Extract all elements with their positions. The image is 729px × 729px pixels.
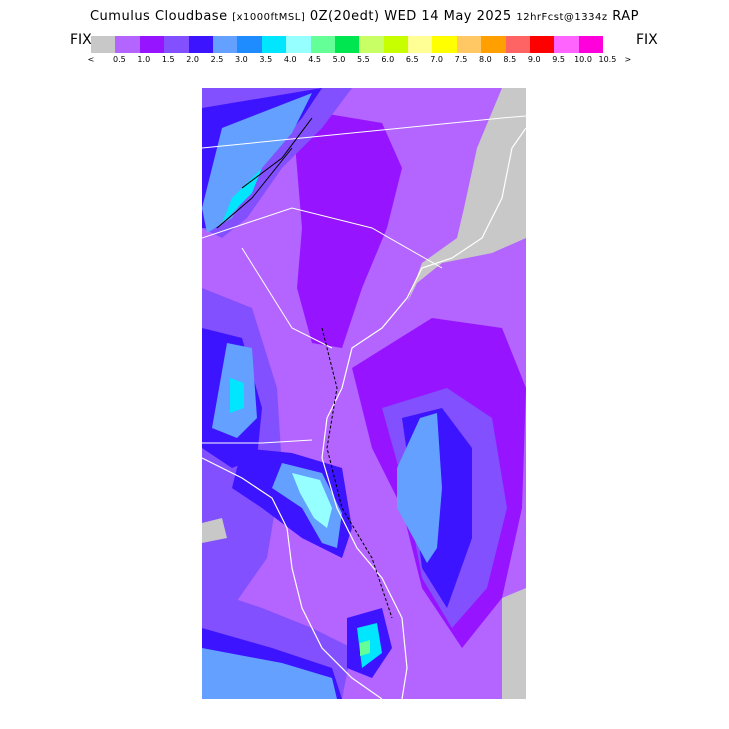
color-swatch-16 xyxy=(481,36,506,53)
tick-label: 0.5 xyxy=(113,55,126,64)
color-swatch-8 xyxy=(286,36,311,53)
tick-label: 4.0 xyxy=(283,55,297,64)
color-swatch-15 xyxy=(456,36,482,53)
tick-label: 10.0 xyxy=(574,55,592,64)
tick-label: 1.5 xyxy=(161,55,175,64)
cyan-core-west xyxy=(230,378,244,413)
color-swatch-4 xyxy=(188,36,213,53)
color-swatch-20 xyxy=(578,36,604,53)
tick-label: 7.0 xyxy=(430,55,443,64)
color-swatch-14 xyxy=(432,36,457,53)
tick-label: 3.0 xyxy=(235,55,248,64)
state-border-sc-ga xyxy=(241,247,333,349)
light-blue-region-south-fl xyxy=(202,648,337,699)
tick-label: 4.5 xyxy=(308,55,321,64)
color-swatch-1 xyxy=(115,36,140,53)
tick-label: 6.5 xyxy=(405,55,419,64)
title-units: [x1000ftMSL] xyxy=(232,12,306,23)
color-swatch-2 xyxy=(139,36,165,53)
purple-region-carolinas xyxy=(292,108,402,348)
coastline-atlantic xyxy=(321,127,526,699)
tick-label: 5.5 xyxy=(357,55,370,64)
gray-patch-east xyxy=(502,588,526,699)
tick-label: 2.5 xyxy=(210,55,224,64)
fix-label-left: FIX xyxy=(70,32,92,48)
title-valid-date: WED 14 May 2025 xyxy=(384,9,512,24)
tick-label: 2.0 xyxy=(186,55,199,64)
tick-label: 10.5 xyxy=(598,55,617,64)
aqua-core-north-fl xyxy=(292,473,332,528)
gray-region-ne xyxy=(407,88,526,303)
color-scale-ticks: <0.5 1.0 1.5 2.0 2.5 3.0 3.5 4.0 4.5 5.0 5.5 6.0 6.5… xyxy=(87,55,641,67)
contour-line-nw-2 xyxy=(216,147,293,229)
contour-line-nw xyxy=(241,117,313,189)
color-swatch-12 xyxy=(383,36,409,53)
color-swatch-9 xyxy=(310,36,335,53)
tick-label: 6.0 xyxy=(381,55,395,64)
tick-label: 3.5 xyxy=(259,55,273,64)
map-canvas xyxy=(202,88,526,699)
state-border-va-nc xyxy=(202,115,526,149)
title-product: Cumulus Cloudbase xyxy=(89,9,228,24)
map-panel xyxy=(202,88,526,699)
state-border-nc-sc xyxy=(202,207,443,269)
tick-label: 8.0 xyxy=(479,55,492,64)
title-forecast: 12hrFcst@1334z xyxy=(516,12,608,23)
tick-gt-marker: > xyxy=(624,55,632,64)
tick-label: 5.0 xyxy=(332,55,346,64)
tick-label: 1.0 xyxy=(137,55,151,64)
title-init: 0Z(20edt) xyxy=(309,9,380,24)
color-swatch-7 xyxy=(261,36,287,53)
color-swatch-10 xyxy=(334,36,360,53)
light-blue-region-nw xyxy=(202,93,312,233)
cyan-streak-nw xyxy=(222,168,262,223)
tick-label: 8.5 xyxy=(503,55,517,64)
color-scale xyxy=(91,36,604,53)
green-core-south-fl xyxy=(360,640,370,656)
chart-title: Cumulus Cloudbase [x1000ftMSL] 0Z(20edt)… xyxy=(0,9,729,24)
color-swatch-17 xyxy=(505,36,531,53)
tick-label: 9.5 xyxy=(552,55,565,64)
tick-label: 7.5 xyxy=(454,55,468,64)
title-model: RAP xyxy=(612,9,639,24)
coastline-gulf xyxy=(202,457,383,699)
color-swatch-0 xyxy=(91,36,116,53)
color-swatch-6 xyxy=(237,36,262,53)
contour-line-coastal xyxy=(321,327,393,619)
tick-lt-marker: < xyxy=(87,55,95,64)
tick-label: 9.0 xyxy=(527,55,541,64)
color-swatch-11 xyxy=(359,36,384,53)
color-swatch-19 xyxy=(554,36,579,53)
fix-label-right: FIX xyxy=(636,32,658,48)
color-swatch-18 xyxy=(530,36,555,53)
light-blue-band-offshore xyxy=(397,413,442,563)
color-swatch-13 xyxy=(408,36,433,53)
gray-patch-gulf xyxy=(202,518,227,543)
state-border-ga-fl xyxy=(202,439,313,444)
color-swatch-3 xyxy=(164,36,189,53)
color-swatch-5 xyxy=(212,36,238,53)
